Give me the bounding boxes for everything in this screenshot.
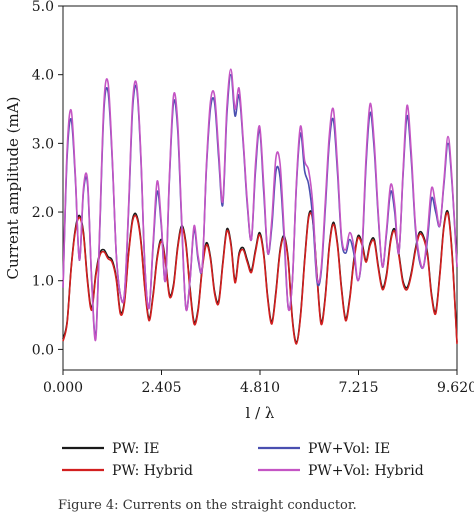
- y-tick-label: 0.0: [32, 342, 54, 358]
- series-line-3: [62, 73, 458, 338]
- series-line-2: [62, 212, 458, 345]
- legend-label: PW: Hybrid: [112, 463, 193, 479]
- x-axis-title: l / λ: [246, 404, 275, 422]
- legend-label: PW+Vol: IE: [308, 441, 390, 457]
- y-tick-label: 5.0: [32, 0, 54, 15]
- legend-label: PW+Vol: Hybrid: [308, 463, 424, 479]
- figure-caption: Figure 4: Currents on the straight condu…: [58, 498, 357, 513]
- x-tick-label: 7.215: [338, 380, 378, 396]
- y-axis-title: Current amplitude (mA): [4, 97, 22, 280]
- series-layer: [62, 68, 458, 345]
- x-tick-label: 0.000: [43, 380, 83, 396]
- y-tick-label: 3.0: [32, 136, 54, 152]
- x-axis: 0.000 2.405 4.810 7.215 9.620: [43, 370, 474, 396]
- legend-label: PW: IE: [112, 441, 160, 457]
- legend: PW: IE PW: Hybrid PW+Vol: IE PW+Vol: Hybrid: [62, 441, 424, 479]
- y-tick-label: 2.0: [32, 205, 54, 221]
- y-tick-label: 4.0: [32, 68, 54, 84]
- y-tick-label: 1.0: [32, 274, 54, 290]
- x-tick-label: 4.810: [240, 380, 280, 396]
- x-tick-label: 2.405: [141, 380, 181, 396]
- y-axis: 0.0 1.0 2.0 3.0 4.0 5.0: [32, 0, 63, 358]
- series-line-4: [62, 68, 458, 342]
- x-tick-label: 9.620: [437, 380, 474, 396]
- series-line-1: [62, 210, 458, 344]
